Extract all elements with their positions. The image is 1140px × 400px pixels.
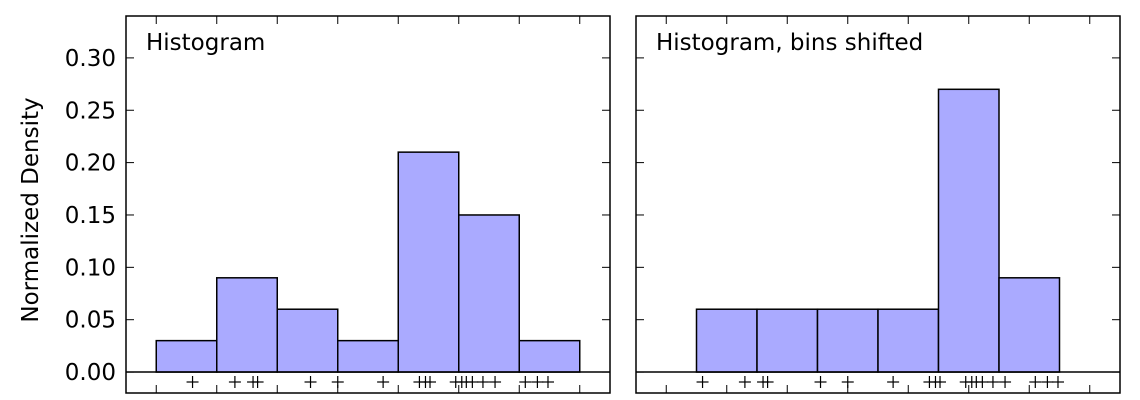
y-axis-label: Normalized Density <box>18 97 44 322</box>
right-histogram-bar <box>756 308 819 373</box>
right-histogram-bar <box>937 88 1000 373</box>
left-plot-frame <box>125 15 611 394</box>
y-tick-label: 0.00 <box>65 360 116 386</box>
left-histogram-bar <box>155 339 218 373</box>
right-histogram-bar <box>998 277 1061 373</box>
right-axis-ticks <box>636 16 1120 393</box>
left-histogram-bar <box>337 339 399 373</box>
left-histogram-bar <box>397 151 460 373</box>
y-tick-label: 0.20 <box>65 151 116 177</box>
y-tick-label: 0.05 <box>65 308 116 334</box>
left-histogram-bar <box>458 214 520 373</box>
right-chart-title: Histogram, bins shifted <box>656 30 923 56</box>
y-tick-labels: 0.00 0.05 0.10 0.15 0.20 0.25 0.30 <box>65 46 116 386</box>
y-tick-label: 0.30 <box>65 46 116 72</box>
left-chart-title: Histogram <box>146 30 265 56</box>
right-histogram-bar <box>877 308 940 373</box>
right-histogram-panel: Histogram, bins shifted <box>635 15 1121 394</box>
right-plot-frame <box>635 15 1121 394</box>
left-histogram-panel: 0.00 0.05 0.10 0.15 0.20 0.25 0.30 Histogram <box>65 15 611 394</box>
y-tick-label: 0.10 <box>65 255 116 281</box>
left-histogram-bar <box>216 277 278 373</box>
right-rug-marks <box>696 376 1064 388</box>
y-tick-label: 0.15 <box>65 203 116 229</box>
left-rug-marks <box>186 376 554 388</box>
right-histogram-bar <box>816 308 879 373</box>
left-histogram-bar <box>276 308 339 373</box>
right-histogram-bar <box>695 308 758 373</box>
left-axis-ticks <box>126 16 610 393</box>
left-histogram-bars <box>126 151 610 373</box>
y-tick-label: 0.25 <box>65 98 116 124</box>
right-histogram-bars <box>636 88 1120 373</box>
left-histogram-bar <box>518 339 581 373</box>
